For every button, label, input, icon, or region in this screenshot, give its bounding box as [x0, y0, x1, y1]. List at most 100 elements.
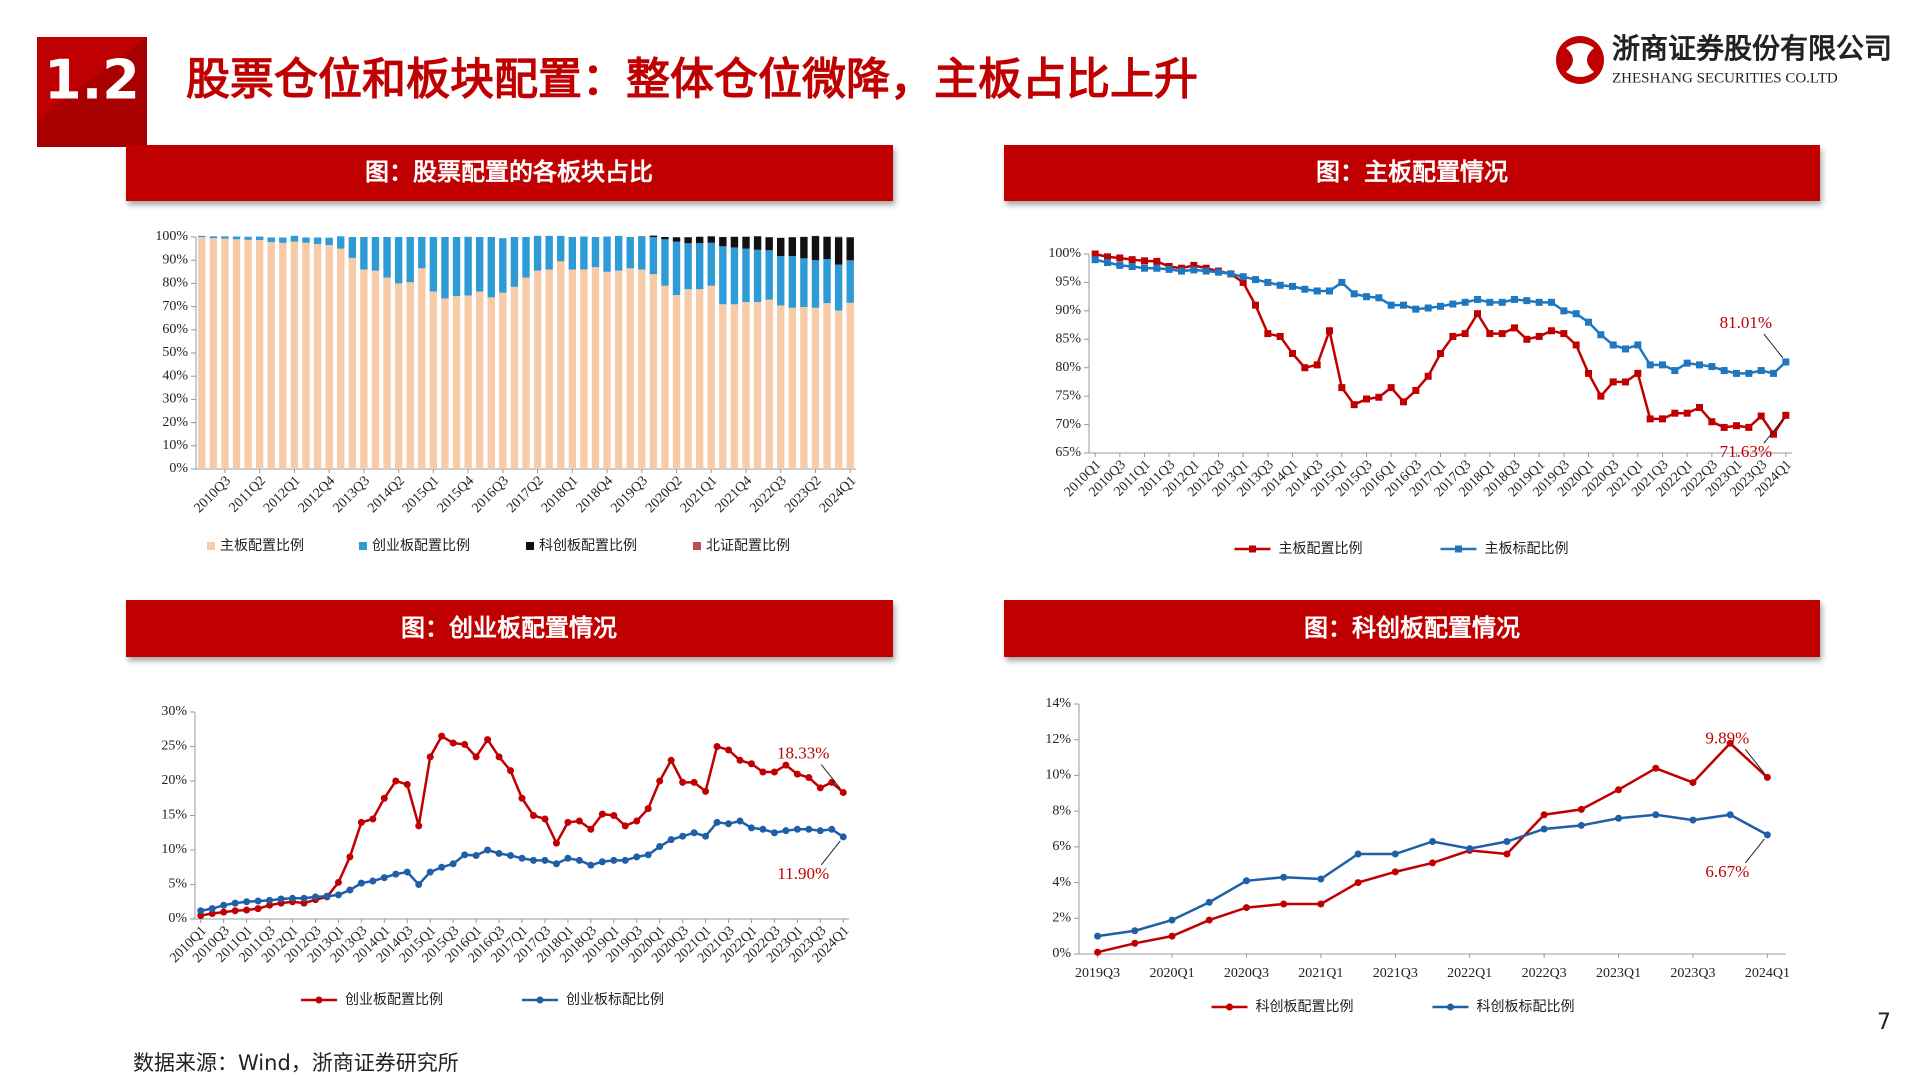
point-marker	[518, 794, 526, 802]
bar-segment	[371, 237, 380, 271]
logo-glyph	[1566, 43, 1594, 77]
point-marker	[1104, 253, 1111, 261]
point-marker	[564, 854, 572, 862]
point-marker	[289, 894, 297, 902]
point-marker	[1763, 831, 1771, 839]
point-marker	[667, 756, 675, 764]
point-marker	[1634, 341, 1642, 349]
point-marker	[461, 851, 469, 859]
x-tick-label: 2019Q3	[608, 473, 651, 516]
point-marker	[1091, 250, 1099, 258]
point-marker	[357, 879, 365, 887]
x-tick-label: 2011Q2	[227, 473, 269, 515]
point-marker	[300, 894, 308, 902]
x-tick-label: 2021Q1	[1298, 966, 1343, 981]
point-marker	[1733, 369, 1740, 377]
point-marker	[1770, 430, 1777, 438]
point-marker	[1461, 330, 1469, 338]
point-marker	[438, 732, 446, 740]
point-marker	[449, 860, 457, 868]
point-marker	[1131, 927, 1139, 935]
point-marker	[1350, 290, 1358, 298]
point-marker	[736, 817, 744, 825]
bar-segment	[800, 237, 808, 259]
point-marker	[449, 739, 457, 747]
bar-segment	[406, 282, 414, 469]
x-tick-label: 2022Q3	[747, 473, 790, 516]
point-marker	[828, 825, 836, 833]
point-marker	[1540, 811, 1548, 819]
point-marker	[1615, 814, 1623, 822]
point-marker	[1577, 821, 1585, 829]
annotation-leader	[1745, 838, 1765, 864]
x-tick-label: 2021Q4	[713, 473, 756, 516]
point-marker	[1317, 875, 1325, 883]
bar-segment	[684, 243, 692, 290]
point-marker	[254, 905, 262, 913]
bar-segment	[452, 237, 461, 297]
y-tick-label: 40%	[162, 368, 188, 383]
bar-segment	[788, 307, 797, 469]
point-marker	[1511, 324, 1518, 332]
bar-segment	[464, 236, 472, 296]
bar-segment	[452, 296, 461, 469]
x-tick-label: 2024Q1	[817, 473, 860, 516]
annotation-leader	[1763, 333, 1784, 359]
point-marker	[529, 856, 537, 864]
point-marker	[426, 753, 434, 761]
bar-segment	[244, 239, 252, 469]
bar-segment	[522, 277, 530, 469]
point-marker	[208, 909, 216, 917]
point-marker	[472, 753, 480, 761]
point-marker	[1763, 773, 1771, 781]
point-marker	[541, 815, 549, 823]
y-tick-label: 65%	[1055, 445, 1081, 460]
point-marker	[1622, 378, 1629, 386]
bar-segment	[730, 236, 739, 248]
legend-label: 创业板标配比例	[566, 992, 664, 1008]
point-marker	[1227, 270, 1235, 278]
point-marker	[529, 812, 537, 819]
y-tick-label: 10%	[1045, 768, 1071, 783]
point-marker	[759, 768, 767, 776]
bar-segment	[753, 236, 762, 250]
point-marker	[679, 832, 687, 840]
point-marker	[357, 818, 365, 826]
point-marker	[507, 852, 515, 860]
x-tick-label: 2024Q1	[1745, 966, 1790, 981]
point-marker	[1437, 350, 1444, 357]
point-marker	[1242, 877, 1250, 885]
point-marker	[1683, 359, 1691, 367]
bar-segment	[279, 237, 287, 243]
point-marker	[1429, 859, 1436, 867]
y-tick-label: 10%	[161, 842, 187, 857]
legend-swatch	[359, 542, 367, 550]
point-marker	[816, 784, 824, 792]
bar-segment	[580, 269, 588, 469]
point-marker	[243, 906, 251, 914]
y-tick-label: 8%	[1052, 803, 1071, 818]
bar-segment	[255, 240, 264, 469]
point-marker	[839, 833, 847, 841]
point-marker	[1391, 850, 1399, 858]
bar-segment	[638, 236, 646, 270]
point-marker	[1104, 259, 1111, 267]
bar-segment	[580, 236, 588, 270]
point-marker	[1572, 341, 1580, 349]
point-marker	[1615, 786, 1623, 794]
legend-label: 主板标配比例	[1485, 541, 1569, 557]
bar-segment	[406, 237, 414, 283]
point-marker	[1503, 838, 1511, 845]
point-marker	[415, 822, 423, 830]
point-marker	[1391, 868, 1399, 876]
bar-segment	[834, 264, 843, 311]
point-marker	[1745, 423, 1753, 431]
legend-marker	[1226, 1003, 1233, 1011]
y-tick-label: 75%	[1055, 388, 1081, 403]
point-marker	[1720, 423, 1728, 431]
bar-segment	[603, 271, 611, 469]
point-marker	[736, 756, 744, 764]
point-marker	[1449, 332, 1457, 340]
point-marker	[1720, 367, 1728, 375]
